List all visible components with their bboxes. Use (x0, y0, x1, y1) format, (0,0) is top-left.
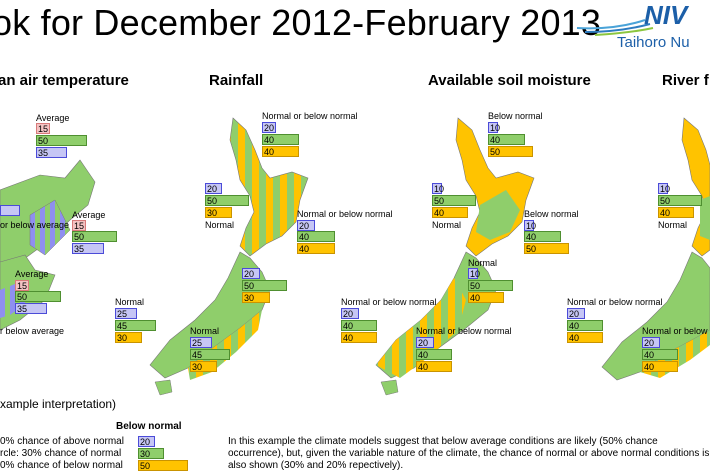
river-south-west-below-bar: 20 (567, 308, 585, 319)
rain-south-east-yellow-bar: 30 (242, 292, 270, 303)
river-south-east2-below-bar: 20 (642, 337, 660, 348)
rain-east-yellow-bar: 40 (297, 243, 335, 254)
soil-south-east2-label: Normal or below normal (416, 326, 512, 336)
soil-north-below-bar: 10 (488, 122, 501, 133)
temp-north-label: Average (36, 113, 70, 123)
temp-north-below-bar: 35 (36, 147, 67, 158)
rain-west-yellow-bar: 30 (205, 207, 232, 218)
legend-row-above: 0% chance of above normal (0, 436, 124, 447)
rain-south-east-normal-bar: 50 (242, 280, 287, 291)
logo-text: NIV (644, 0, 688, 30)
rain-south-west-yellow-bar: 30 (115, 332, 142, 343)
soil-south-west-label: Normal or below normal (341, 297, 437, 307)
temp-south-below-bar: 35 (15, 303, 47, 314)
rain-west-normal-bar: 50 (205, 195, 249, 206)
column-title-soil-moisture: Available soil moisture (428, 72, 591, 89)
rain-south-west-normal-bar: 45 (115, 320, 156, 331)
river-south-east2-label: Normal or below normal (642, 326, 710, 336)
temp-east-label: Average (72, 210, 106, 220)
soil-north-normal-bar: 40 (488, 134, 525, 145)
legend-yellow-bar: 50 (138, 460, 188, 471)
river-west-normal-bar: 50 (658, 195, 702, 206)
river-south-east2-normal-bar: 40 (642, 349, 678, 360)
temp-west-label: or below average (0, 220, 70, 230)
temp-south-above-bar: 15 (15, 280, 29, 291)
soil-west-label: Normal (432, 220, 462, 230)
soil-south-west-yellow-bar: 40 (341, 332, 377, 343)
soil-south-east2-yellow-bar: 40 (416, 361, 452, 372)
soil-west-normal-bar: 50 (432, 195, 476, 206)
temp-north-above-bar: 15 (36, 123, 50, 134)
river-west-label: Normal (658, 220, 688, 230)
soil-south-east-below-bar: 10 (468, 268, 481, 279)
legend-heading: xample interpretation) (0, 397, 117, 411)
soil-south-east-label: Normal (468, 258, 498, 268)
soil-south-west-normal-bar: 40 (341, 320, 377, 331)
soil-south-east2-below-bar: 20 (416, 337, 434, 348)
rain-north-label: Normal or below normal (262, 111, 358, 121)
explanation-text: In this example the climate models sugge… (228, 436, 710, 471)
rain-south-east2-below-bar: 25 (190, 337, 212, 348)
rain-west-below-bar: 20 (205, 183, 222, 194)
temp-east-below-bar: 35 (72, 243, 104, 254)
column-title-temperature: an air temperature (0, 72, 129, 89)
column-title-river-flow: River f (662, 72, 709, 89)
rain-south-east2-yellow-bar: 30 (190, 361, 217, 372)
river-west-yellow-bar: 40 (658, 207, 694, 218)
soil-east-yellow-bar: 50 (524, 243, 569, 254)
soil-south-east2-normal-bar: 40 (416, 349, 452, 360)
soil-east-normal-bar: 40 (524, 231, 561, 242)
river-south-east2-yellow-bar: 40 (642, 361, 678, 372)
rain-east-below-bar: 20 (297, 220, 315, 231)
temp-east-above-bar: 15 (72, 220, 86, 231)
soil-moisture-map (375, 117, 535, 396)
temp-south-normal-bar: 50 (15, 291, 61, 302)
rain-north-below-bar: 20 (262, 122, 276, 133)
legend-label: Below normal (116, 421, 182, 432)
temp-west-bar-fragment (0, 205, 20, 216)
rain-south-west-label: Normal (115, 297, 145, 307)
rain-south-east2-normal-bar: 45 (190, 349, 230, 360)
column-title-rainfall: Rainfall (209, 72, 264, 89)
temp-south-west-label: r below average (0, 326, 65, 336)
logo-swoosh-icon (576, 19, 654, 36)
river-south-west-label: Normal or below normal (567, 297, 663, 307)
soil-south-west-below-bar: 20 (341, 308, 359, 319)
legend-below-bar: 20 (138, 436, 155, 447)
soil-west-yellow-bar: 40 (432, 207, 468, 218)
page-title: ok for December 2012-February 2013 (0, 2, 602, 43)
rain-south-east-below-bar: 20 (242, 268, 260, 279)
rain-south-east2-label: Normal (190, 326, 220, 336)
rain-west-label: Normal (205, 220, 235, 230)
maps-layer (0, 117, 710, 396)
soil-north-yellow-bar: 50 (488, 146, 533, 157)
rain-east-label: Normal or below normal (297, 209, 393, 219)
rain-south-west-below-bar: 25 (115, 308, 137, 319)
river-west-below-bar: 10 (658, 183, 671, 194)
river-south-west-normal-bar: 40 (567, 320, 603, 331)
river-south-west-yellow-bar: 40 (567, 332, 603, 343)
legend-normal-bar: 30 (138, 448, 164, 459)
legend-row-below: 0% chance of below normal (0, 460, 123, 471)
logo-subtitle: Taihoro Nu (617, 34, 690, 51)
soil-east-label: Below normal (524, 209, 579, 219)
temp-north-normal-bar: 50 (36, 135, 87, 146)
legend-row-normal: rcle: 30% chance of normal (0, 448, 122, 459)
soil-south-east-normal-bar: 50 (468, 280, 513, 291)
rain-east-normal-bar: 40 (297, 231, 335, 242)
soil-west-below-bar: 10 (432, 183, 445, 194)
rain-north-yellow-bar: 40 (262, 146, 299, 157)
soil-east-below-bar: 10 (524, 220, 537, 231)
soil-south-east-yellow-bar: 40 (468, 292, 504, 303)
rain-north-normal-bar: 40 (262, 134, 299, 145)
temp-east-normal-bar: 50 (72, 231, 117, 242)
temp-south-label: Average (15, 269, 49, 279)
soil-north-label: Below normal (488, 111, 543, 121)
